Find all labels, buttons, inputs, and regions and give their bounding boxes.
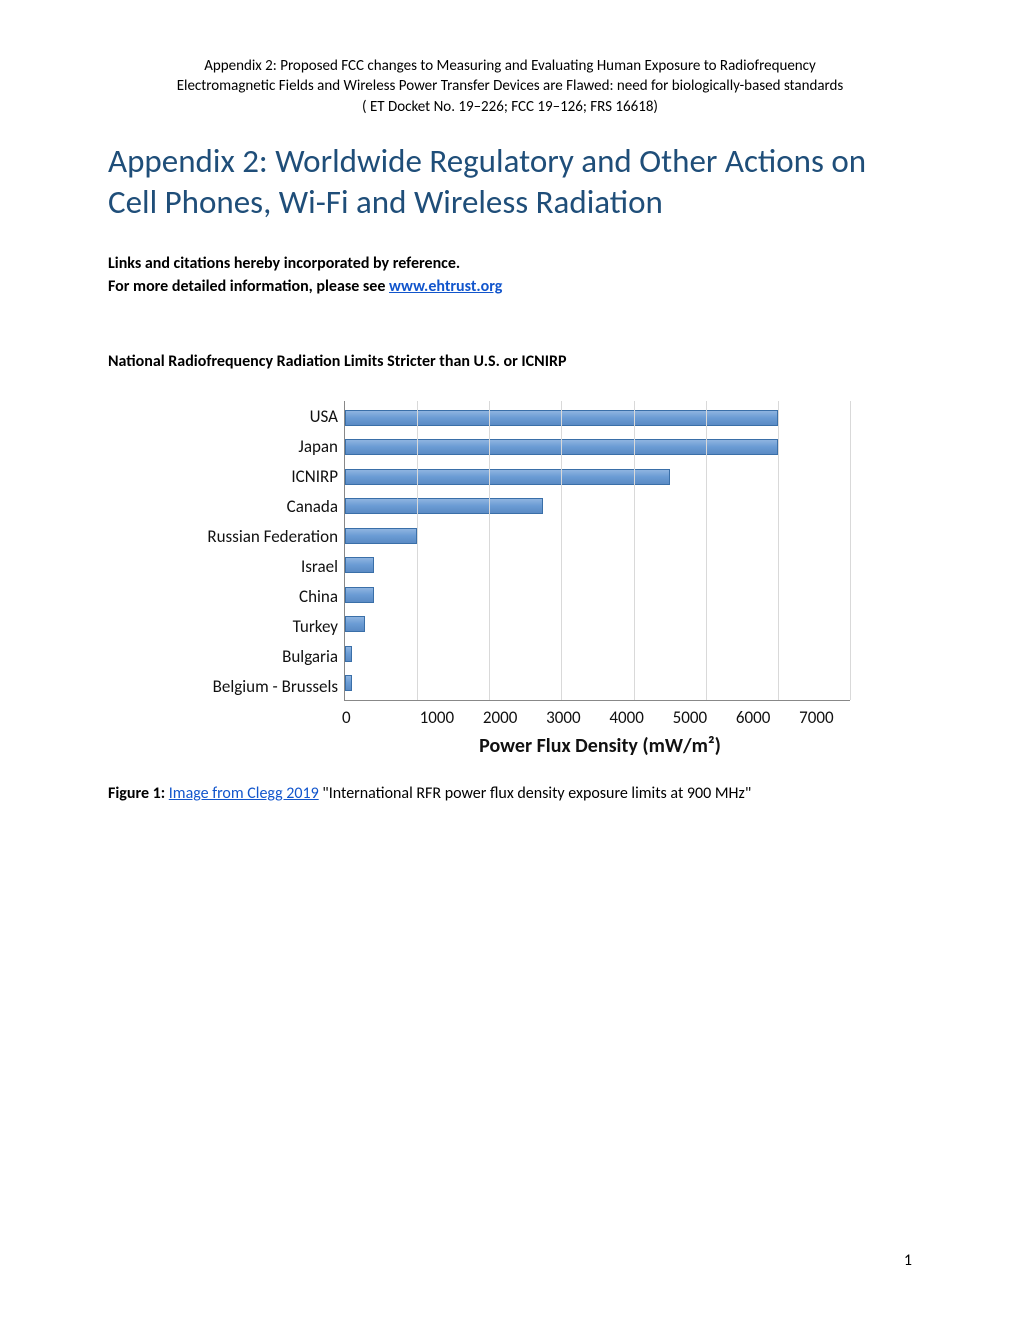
chart-category-label: Canada: [287, 491, 338, 521]
chart-bar: [345, 557, 374, 573]
chart-category-label: Turkey: [293, 611, 338, 641]
chart-x-tick: 3000: [532, 707, 595, 728]
chart-category-label: USA: [310, 401, 338, 431]
chart-bar-row: [345, 639, 850, 669]
chart-category-label: Bulgaria: [282, 641, 338, 671]
intro-prefix: For more detailed information, please se…: [108, 277, 389, 296]
chart-bar-row: [345, 433, 850, 463]
chart-bar-row: [345, 610, 850, 640]
header-line-3: ( ET Docket No. 19–226; FCC 19–126; FRS …: [108, 97, 912, 117]
header-line-2: Electromagnetic Fields and Wireless Powe…: [108, 76, 912, 96]
chart-x-tick: 5000: [658, 707, 721, 728]
chart-category-label: Russian Federation: [207, 521, 338, 551]
chart-x-tick: 6000: [722, 707, 785, 728]
ehtrust-link[interactable]: www.ehtrust.org: [389, 277, 502, 296]
rfr-limits-chart: USAJapanICNIRPCanadaRussian FederationIs…: [170, 401, 850, 758]
caption-rest: "International RFR power flux density ex…: [319, 784, 752, 803]
chart-y-labels: USAJapanICNIRPCanadaRussian FederationIs…: [170, 401, 344, 701]
chart-x-tick: 2000: [469, 707, 532, 728]
chart-bar-row: [345, 462, 850, 492]
main-title: Appendix 2: Worldwide Regulatory and Oth…: [108, 141, 912, 224]
chart-x-tick: 1000: [405, 707, 468, 728]
chart-bar-row: [345, 551, 850, 581]
page-header: Appendix 2: Proposed FCC changes to Meas…: [108, 56, 912, 117]
chart-category-label: Japan: [298, 431, 338, 461]
chart-bar: [345, 587, 374, 603]
header-line-1: Appendix 2: Proposed FCC changes to Meas…: [108, 56, 912, 76]
page-number: 1: [904, 1251, 912, 1270]
chart-plot-area: [344, 401, 850, 701]
chart-bar: [345, 646, 352, 662]
figure-caption: Figure 1: Image from Clegg 2019 "Interna…: [108, 784, 912, 803]
chart-x-tick: 4000: [595, 707, 658, 728]
chart-bar: [345, 616, 365, 632]
caption-link[interactable]: Image from Clegg 2019: [169, 784, 319, 803]
chart-category-label: China: [299, 581, 338, 611]
chart-category-label: Belgium - Brussels: [213, 671, 338, 701]
chart-x-axis: 01000200030004000500060007000: [350, 707, 856, 728]
chart-bar-row: [345, 492, 850, 522]
section-heading: National Radiofrequency Radiation Limits…: [108, 352, 912, 371]
chart-bar-row: [345, 521, 850, 551]
chart-x-tick: 0: [342, 707, 405, 728]
intro-line-1: Links and citations hereby incorporated …: [108, 253, 912, 275]
chart-x-tick: 7000: [785, 707, 848, 728]
chart-bars: [345, 401, 850, 700]
caption-label: Figure 1:: [108, 784, 169, 803]
chart-category-label: ICNIRP: [291, 461, 338, 491]
chart-x-label: Power Flux Density (mW/m²): [350, 734, 850, 758]
chart-bar: [345, 528, 417, 544]
chart-bar-row: [345, 403, 850, 433]
chart-bar-row: [345, 580, 850, 610]
chart-bar-row: [345, 669, 850, 699]
chart-bar: [345, 498, 543, 514]
chart-category-label: Israel: [301, 551, 338, 581]
chart-bar: [345, 469, 670, 485]
intro-line-2: For more detailed information, please se…: [108, 276, 912, 298]
chart-bar: [345, 675, 352, 691]
